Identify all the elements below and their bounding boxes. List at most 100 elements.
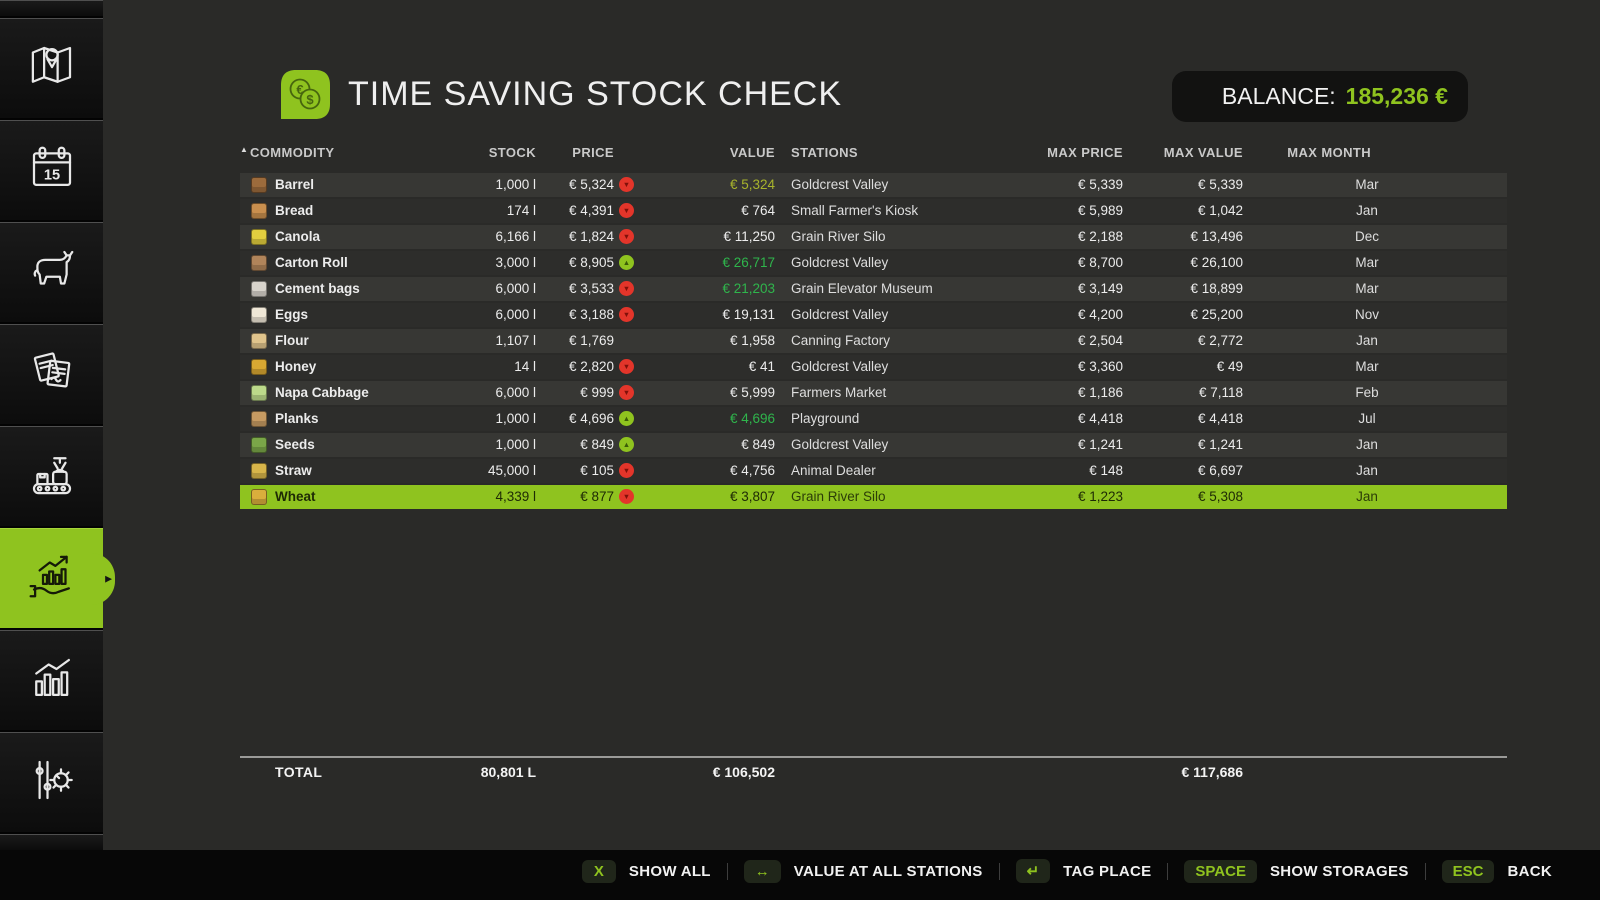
max-month-value: Mar [1355, 255, 1379, 270]
sidebar-item-contracts[interactable] [0, 324, 103, 424]
station-name: Animal Dealer [791, 463, 876, 478]
header-max-price[interactable]: MAX PRICE [1047, 145, 1123, 160]
table-row-barrel[interactable]: Barrel 1,000 l € 5,324 ▼ € 5,324 Goldcrest Va… [240, 173, 1507, 197]
sidebar-item-settings[interactable] [0, 732, 103, 832]
price-down-icon: ▼ [619, 385, 634, 400]
page-title: TIME SAVING STOCK CHECK [348, 75, 843, 113]
table-row-wheat[interactable]: Wheat 4,339 l € 877 ▼ € 3,807 Grain River Sil… [240, 485, 1507, 509]
stock-value: 174 l [506, 203, 536, 218]
sidebar-item-prices[interactable]: ▶ [0, 528, 112, 628]
sidebar-item-statistics[interactable] [0, 630, 103, 730]
keybind-show-all[interactable]: X SHOW ALL [581, 859, 711, 883]
max-month-value: Jan [1356, 333, 1378, 348]
commodity-name: Napa Cabbage [275, 385, 369, 400]
total-label: TOTAL [275, 764, 323, 780]
max-value-value: € 18,899 [1190, 281, 1243, 296]
max-value-value: € 2,772 [1197, 333, 1243, 348]
keybind-label: SHOW ALL [628, 862, 711, 880]
max-month-value: Jan [1356, 489, 1378, 504]
total-value-cell: € 4,756 [729, 463, 775, 478]
header-stations[interactable]: STATIONS [791, 145, 858, 160]
sidebar-item-calendar[interactable]: 15 [0, 120, 103, 220]
napa-cabbage-icon [251, 385, 267, 401]
stock-value: 1,107 l [495, 333, 536, 348]
total-value-cell: € 1,958 [729, 333, 775, 348]
max-price-value: € 148 [1089, 463, 1123, 478]
header-stock[interactable]: STOCK [488, 145, 536, 160]
max-price-value: € 1,223 [1077, 489, 1123, 504]
stock-value: 3,000 l [495, 255, 536, 270]
keycap-↵: ↵ [1015, 859, 1051, 883]
keybind-back[interactable]: ESC BACK [1441, 859, 1552, 883]
table-row-bread[interactable]: Bread 174 l € 4,391 ▼ € 764 Small Farmer's Ki… [240, 199, 1507, 223]
table-row-eggs[interactable]: Eggs 6,000 l € 3,188 ▼ € 19,131 Goldcrest Val… [240, 303, 1507, 327]
max-price-value: € 3,360 [1077, 359, 1123, 374]
total-value-cell: € 19,131 [722, 307, 775, 322]
settings-icon [25, 753, 79, 812]
calendar-icon: 15 [25, 141, 79, 200]
table-row-carton-roll[interactable]: Carton Roll 3,000 l € 8,905 ▲ € 26,717 Goldcr… [240, 251, 1507, 275]
sidebar-item-animals[interactable] [0, 222, 103, 322]
keybind-value-at-all-stations[interactable]: ↔ VALUE AT ALL STATIONS [743, 859, 983, 883]
keybind-divider [1424, 862, 1426, 880]
total-row: TOTAL 80,801 L € 106,502 € 117,686 [240, 762, 1507, 786]
eggs-icon [251, 307, 267, 323]
max-price-value: € 3,149 [1077, 281, 1123, 296]
commodity-name: Barrel [275, 177, 315, 192]
commodity-name: Cement bags [275, 281, 360, 296]
total-value-cell: € 849 [741, 437, 775, 452]
svg-text:€: € [296, 82, 303, 97]
table-row-cement-bags[interactable]: Cement bags 6,000 l € 3,533 ▼ € 21,203 Grain … [240, 277, 1507, 301]
keycap-↔: ↔ [743, 859, 781, 883]
table-row-seeds[interactable]: Seeds 1,000 l € 849 ▲ € 849 Goldcrest Valley €… [240, 433, 1507, 457]
seeds-icon [251, 437, 267, 453]
total-value-cell: € 5,324 [729, 177, 775, 192]
max-month-value: Nov [1354, 307, 1379, 322]
station-name: Goldcrest Valley [791, 177, 889, 192]
price-value: € 3,533 [568, 281, 614, 296]
keybind-show-storages[interactable]: SPACE SHOW STORAGES [1184, 859, 1408, 883]
header-commodity[interactable]: COMMODITY [250, 145, 335, 160]
statistics-icon [25, 651, 79, 710]
header-price[interactable]: PRICE [572, 145, 614, 160]
sidebar-item-production[interactable] [0, 426, 103, 526]
stock-value: 1,000 l [495, 411, 536, 426]
total-stock: 80,801 L [480, 764, 536, 780]
max-month-value: Mar [1355, 359, 1379, 374]
sidebar-item-map[interactable] [0, 18, 103, 118]
total-value-cell: € 41 [748, 359, 775, 374]
barrel-icon [251, 177, 267, 193]
table-row-honey[interactable]: Honey 14 l € 2,820 ▼ € 41 Goldcrest Valley € 3… [240, 355, 1507, 379]
max-value-value: € 7,118 [1198, 385, 1243, 400]
price-value: € 2,820 [568, 359, 614, 374]
station-name: Grain River Silo [791, 489, 886, 504]
station-name: Farmers Market [791, 385, 887, 400]
keybind-label: TAG PLACE [1063, 862, 1152, 880]
max-price-value: € 2,504 [1077, 333, 1123, 348]
price-down-icon: ▼ [619, 203, 634, 218]
price-value: € 1,769 [568, 333, 614, 348]
table-row-canola[interactable]: Canola 6,166 l € 1,824 ▼ € 11,250 Grain River… [240, 225, 1507, 249]
table-row-straw[interactable]: Straw 45,000 l € 105 ▼ € 4,756 Animal Dealer €… [240, 459, 1507, 483]
table-row-flour[interactable]: Flour 1,107 l € 1,769 € 1,958 Canning Factor… [240, 329, 1507, 353]
max-month-value: Jul [1358, 411, 1376, 426]
total-max-value: € 117,686 [1181, 764, 1243, 780]
max-price-value: € 1,186 [1077, 385, 1123, 400]
table-row-planks[interactable]: Planks 1,000 l € 4,696 ▲ € 4,696 Playground € … [240, 407, 1507, 431]
header-value[interactable]: VALUE [729, 145, 775, 160]
keybind-label: VALUE AT ALL STATIONS [793, 862, 983, 880]
header-max-value[interactable]: MAX VALUE [1163, 145, 1243, 160]
header-max-month[interactable]: MAX MONTH [1287, 145, 1371, 160]
sidebar-tile-partial-bottom [0, 834, 103, 850]
total-value-cell: € 5,999 [729, 385, 775, 400]
max-price-value: € 5,339 [1077, 177, 1123, 192]
keybind-divider [1167, 862, 1169, 880]
keybind-divider [726, 862, 728, 880]
table-row-napa-cabbage[interactable]: Napa Cabbage 6,000 l € 999 ▼ € 5,999 Farmers … [240, 381, 1507, 405]
max-month-value: Jan [1356, 463, 1378, 478]
keybind-tag-place[interactable]: ↵ TAG PLACE [1015, 859, 1152, 883]
station-name: Goldcrest Valley [791, 307, 889, 322]
max-value-value: € 1,042 [1197, 203, 1243, 218]
price-down-icon: ▼ [619, 281, 634, 296]
